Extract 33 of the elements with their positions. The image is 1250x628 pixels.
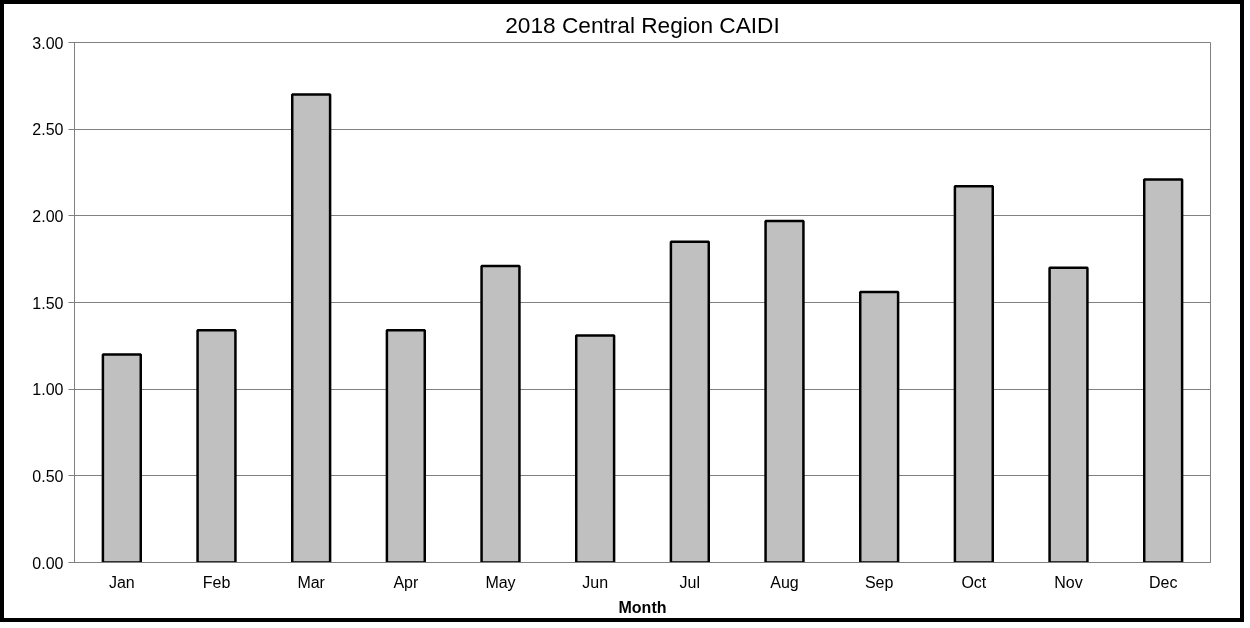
y-tick-label: 0.50 (32, 467, 64, 485)
bar (858, 290, 900, 563)
y-tick-label: 3.00 (32, 34, 64, 52)
x-tick-label: Dec (1148, 573, 1178, 591)
x-tick-label: Aug (770, 573, 799, 591)
x-tick-label: Nov (1054, 573, 1083, 591)
bar (385, 328, 427, 563)
bar (480, 264, 521, 563)
y-tick-label: 1.00 (32, 381, 64, 399)
bar (574, 334, 616, 563)
x-tick-label: Oct (961, 573, 987, 591)
bar (101, 353, 143, 563)
chart-title: 2018 Central Region CAIDI (505, 11, 780, 38)
x-tick-label: Mar (297, 573, 326, 591)
x-tick-label: Jun (582, 573, 609, 591)
x-tick-label: Feb (202, 573, 231, 591)
x-tick-label: May (485, 573, 516, 591)
bar (669, 240, 711, 563)
bar (290, 93, 332, 563)
y-tick-label: 2.50 (32, 121, 64, 139)
x-axis-title: Month (618, 598, 667, 616)
bar (1048, 266, 1089, 563)
bar (1142, 178, 1184, 563)
y-tick-label: 1.50 (32, 294, 64, 312)
bar (764, 219, 805, 563)
x-tick-label: Sep (864, 573, 894, 591)
y-tick-label: 2.00 (32, 207, 64, 225)
bar (196, 328, 237, 563)
bar (953, 185, 995, 563)
y-tick-label: 0.00 (32, 554, 64, 572)
x-tick-label: Apr (393, 573, 419, 591)
x-tick-label: Jan (108, 573, 135, 591)
x-tick-label: Jul (679, 573, 701, 591)
